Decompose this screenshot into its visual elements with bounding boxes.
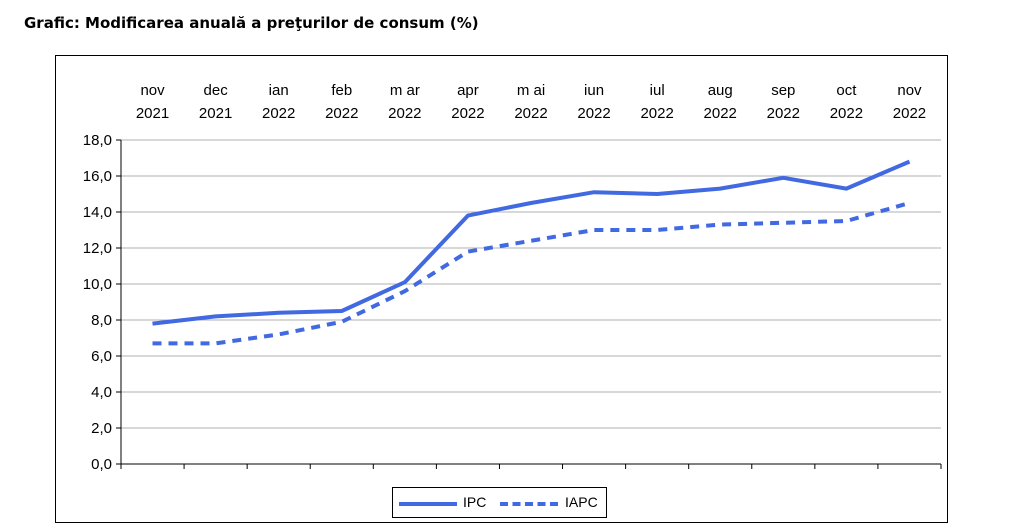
y-tick-label: 4,0 [91, 384, 112, 401]
y-tick-label: 6,0 [91, 348, 112, 365]
x-category-year-label: 2022 [830, 105, 863, 122]
x-category-year-label: 2022 [640, 105, 673, 122]
chart-title: Grafic: Modificarea anuală a preţurilor … [24, 14, 479, 32]
x-category-label: nov [140, 82, 165, 99]
y-tick-label: 14,0 [83, 204, 112, 221]
x-category-year-label: 2022 [388, 105, 421, 122]
x-category-label: aug [708, 82, 733, 99]
x-category-label: nov [897, 82, 922, 99]
y-tick-label: 16,0 [83, 168, 112, 185]
series-line-iapc [152, 201, 911, 346]
y-tick-label: 18,0 [83, 132, 112, 149]
x-category-label: m ai [517, 82, 545, 99]
x-category-label: ian [269, 82, 289, 99]
x-category-label: oct [836, 82, 857, 99]
x-category-label: m ar [390, 82, 420, 99]
legend-swatch-iapc [500, 502, 558, 506]
chart-frame [55, 55, 948, 523]
x-category-year-label: 2022 [451, 105, 484, 122]
legend-label-ipc: IPC [463, 494, 487, 510]
chart-legend: IPC IAPC [392, 487, 607, 518]
x-category-year-label: 2022 [893, 105, 926, 122]
x-category-label: apr [457, 82, 479, 99]
x-category-year-label: 2021 [199, 105, 232, 122]
legend-label-iapc: IAPC [565, 494, 598, 510]
series-line-ipc [152, 159, 911, 326]
legend-swatch-ipc [399, 502, 457, 506]
y-tick-label: 12,0 [83, 240, 112, 257]
x-category-label: sep [771, 82, 795, 99]
x-category-label: dec [204, 82, 229, 99]
y-tick-label: 10,0 [83, 276, 112, 293]
x-category-year-label: 2022 [577, 105, 610, 122]
y-tick-label: 2,0 [91, 420, 112, 437]
y-tick-label: 8,0 [91, 312, 112, 329]
x-category-label: iun [584, 82, 604, 99]
y-tick-label: 0,0 [91, 456, 112, 473]
x-category-year-label: 2022 [262, 105, 295, 122]
x-category-year-label: 2022 [325, 105, 358, 122]
x-category-label: feb [331, 82, 352, 99]
x-category-year-label: 2022 [767, 105, 800, 122]
x-category-year-label: 2021 [136, 105, 169, 122]
x-category-year-label: 2022 [514, 105, 547, 122]
x-category-label: iul [650, 82, 665, 99]
x-category-year-label: 2022 [704, 105, 737, 122]
